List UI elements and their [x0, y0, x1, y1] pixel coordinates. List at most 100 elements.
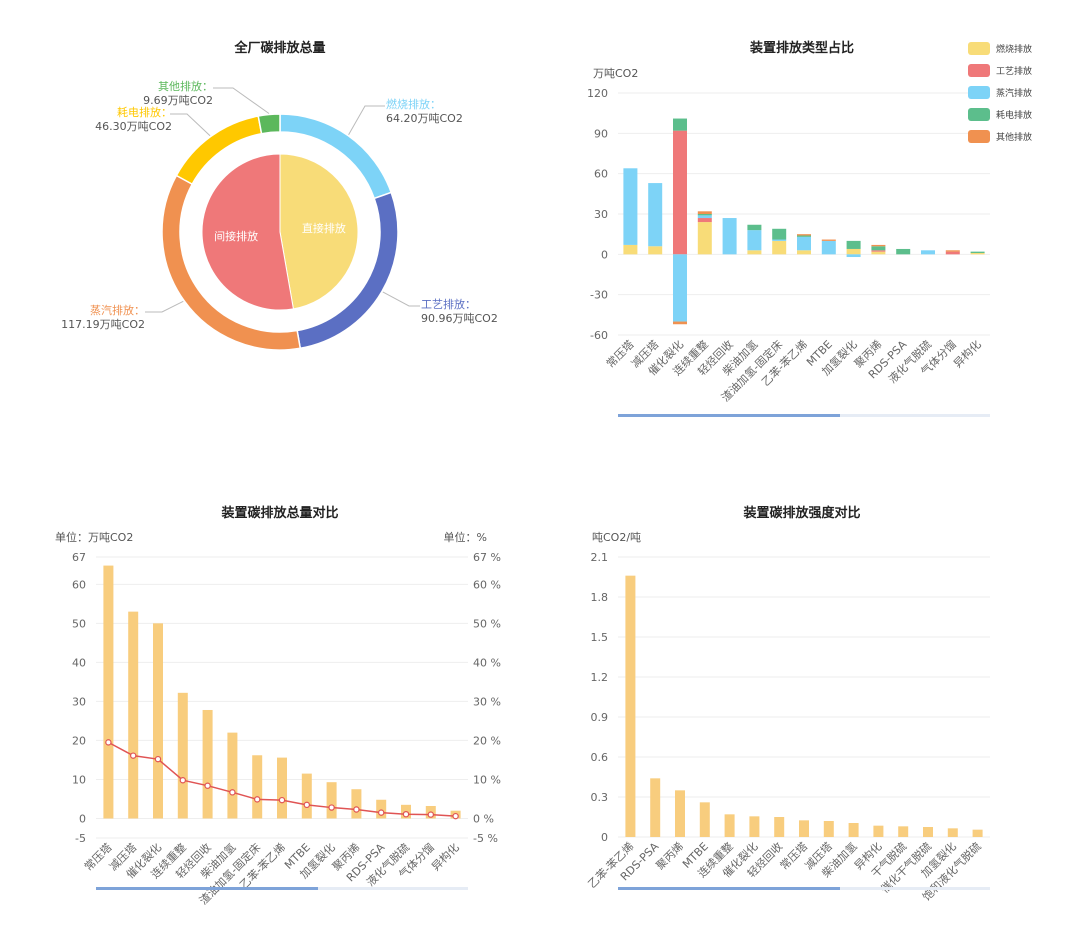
bar-segment [871, 250, 886, 252]
y-tick-label: 120 [587, 87, 608, 100]
zoom-slider-handle[interactable] [618, 887, 840, 890]
y-tick-label: 30 [594, 208, 608, 221]
bar-segment [871, 244, 886, 247]
bar-segment [797, 250, 811, 255]
bar [972, 829, 983, 837]
bar [675, 790, 685, 837]
device-intensity-compare-panel: 装置碳排放强度对比 吨CO2/吨 0 0.3 0.6 0.9 1.2 1.5 1.8 2.1 乙… [540, 465, 1080, 931]
callout-name: 其他排放： [158, 79, 213, 93]
callout-name: 耗电排放： [117, 105, 172, 119]
y-tick-label-right: 60 % [473, 578, 501, 591]
y-axis-unit: 万吨CO2 [593, 67, 638, 80]
x-tick-label: 异构化 [950, 337, 983, 370]
callout-name: 燃烧排放： [386, 97, 441, 111]
bar-segment [673, 254, 687, 322]
percent-point [278, 796, 286, 804]
device-intensity-compare-chart: 装置碳排放强度对比 吨CO2/吨 00.30.60.91.21.51.82.1乙… [585, 505, 990, 904]
bar [128, 611, 139, 819]
bar [898, 826, 909, 837]
percent-point [254, 796, 261, 803]
bar [277, 757, 287, 819]
legend-swatch [968, 130, 990, 143]
bar-segment [896, 248, 911, 255]
callout-line [213, 87, 270, 114]
bar [103, 565, 114, 819]
callout-value: 64.20万吨CO2 [386, 112, 463, 125]
bar [848, 823, 859, 837]
bar-segment [697, 215, 712, 219]
bar [947, 828, 958, 837]
y-tick-label-right: 50 % [473, 617, 501, 630]
y-tick-label-left: 20 [72, 734, 86, 747]
bar [202, 709, 213, 819]
percent-point [427, 811, 434, 818]
zoom-slider-handle[interactable] [618, 414, 840, 417]
y-tick-label: 1.8 [591, 591, 609, 604]
percent-point [303, 801, 310, 809]
bar [227, 732, 238, 819]
zoom-slider-handle[interactable] [96, 887, 318, 890]
donut-inner-label: 直接排放 [302, 221, 346, 235]
legend-swatch [968, 64, 990, 77]
bar-segment [697, 211, 712, 214]
bar-segment [821, 240, 836, 255]
bar [252, 755, 263, 819]
bar-segment [846, 240, 861, 249]
y-tick-label-right: 40 % [473, 656, 501, 669]
bar-segment [797, 236, 811, 251]
legend-swatch [968, 108, 990, 121]
bar-segment [648, 246, 663, 255]
percent-point [204, 782, 211, 789]
chart-title: 全厂碳排放总量 [233, 40, 325, 56]
percent-point [402, 810, 410, 818]
y-tick-label: 2.1 [591, 551, 609, 564]
chart-title: 装置碳排放强度对比 [742, 505, 860, 521]
bar [326, 782, 337, 819]
bar-segment [846, 254, 861, 258]
y-tick-label-left: -5 [75, 832, 86, 845]
y-tick-label-right: 10 % [473, 773, 501, 786]
percent-point [353, 806, 360, 813]
bar [376, 799, 387, 819]
bar [799, 820, 809, 837]
y-tick-label-right: 0 % [473, 812, 494, 825]
legend-label: 蒸汽排放 [996, 87, 1032, 99]
bar-segment [846, 248, 861, 255]
percent-point [105, 739, 112, 746]
device-total-compare-chart: 装置碳排放总量对比 单位：万吨CO2 单位：% -5 -5 % 0 0 % 10 10 %… [55, 505, 501, 907]
callout-name: 工艺排放： [421, 297, 476, 311]
percent-point [378, 809, 385, 816]
bar-segment [747, 230, 762, 251]
bar [177, 692, 188, 819]
bar-segment [871, 246, 886, 251]
y-tick-label: 0.3 [591, 791, 609, 804]
y-axis-unit: 吨CO2/吨 [592, 531, 641, 544]
bar-segment [772, 239, 787, 241]
y-tick-label: 60 [594, 168, 608, 181]
callout-name: 蒸汽排放： [90, 303, 145, 317]
bar [153, 623, 163, 819]
device-emission-type-chart: 装置排放类型占比 万吨CO2 -60-300306090120常压塔减压塔催化裂… [587, 40, 1032, 417]
bar [873, 825, 884, 837]
y-tick-label: 0.9 [591, 711, 609, 724]
bar-segment [673, 118, 687, 131]
x-tick-label: 常压塔 [778, 840, 811, 873]
y-tick-label: -30 [590, 289, 608, 302]
bar-segment [970, 252, 985, 255]
bar-segment [871, 251, 886, 255]
bar [625, 575, 636, 837]
percent-point [154, 755, 162, 763]
bar [774, 817, 785, 837]
y-tick-label-right: 67 % [473, 551, 501, 564]
bar-segment [673, 321, 687, 325]
y-tick-label: 1.2 [591, 671, 609, 684]
percent-point [328, 804, 335, 811]
legend-swatch [968, 42, 990, 55]
y-tick-label-left: 67 [72, 551, 86, 564]
donut-outer-slice [257, 113, 281, 135]
bar-segment [648, 183, 663, 247]
bar [351, 789, 362, 819]
bar [749, 816, 760, 837]
bar [823, 821, 834, 837]
